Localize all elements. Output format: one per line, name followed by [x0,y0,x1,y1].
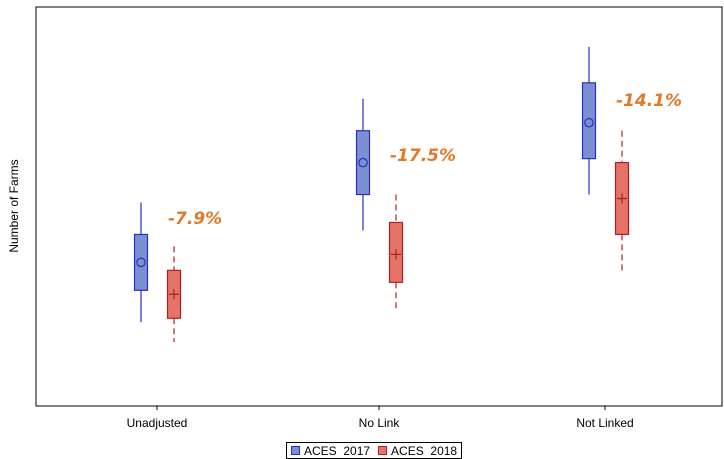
legend-swatch-aces-2017 [291,446,300,455]
aces-2017-unadjusted-box [133,233,149,291]
aces-2017-unadjusted-mean-marker [136,257,146,268]
legend: ACES 2017 ACES 2018 [286,442,463,459]
aces-2017-not-linked-mean-marker [584,117,594,128]
aces-2017-not-linked-box [581,82,597,160]
legend-item-aces-2018: ACES 2018 [378,444,457,458]
box-plot-chart: Number of Farms -7.9% -17.5% -14.1% Unadju… [7,6,723,430]
x-tick-label-unadjusted: Unadjusted [127,416,188,430]
y-axis-title: Number of Farms [7,159,21,252]
aces-2017-no-link-mean-marker [358,157,368,168]
legend-label-aces-2018: ACES 2018 [391,443,458,458]
x-tick-label-not-linked: Not Linked [576,416,633,430]
annotation-unadjusted: -7.9% [168,209,222,229]
x-axis-ticks: Unadjusted No Link Not Linked [127,406,634,430]
legend-swatch-aces-2018 [378,446,388,455]
aces-2018-not-linked-mean-marker [617,193,627,204]
annotation-no-link: -17.5% [390,146,456,166]
legend-item-aces-2017: ACES 2017 [291,444,370,458]
aces-2018-no-link-mean-marker [391,249,401,260]
aces-2018-unadjusted-mean-marker [169,289,179,300]
chart-marks: -7.9% -17.5% -14.1% [133,46,682,343]
x-tick-label-no-link: No Link [359,416,401,430]
annotation-not-linked: -14.1% [616,91,682,111]
legend-label-aces-2017: ACES 2017 [304,443,371,458]
aces-2017-no-link-box [355,130,371,196]
